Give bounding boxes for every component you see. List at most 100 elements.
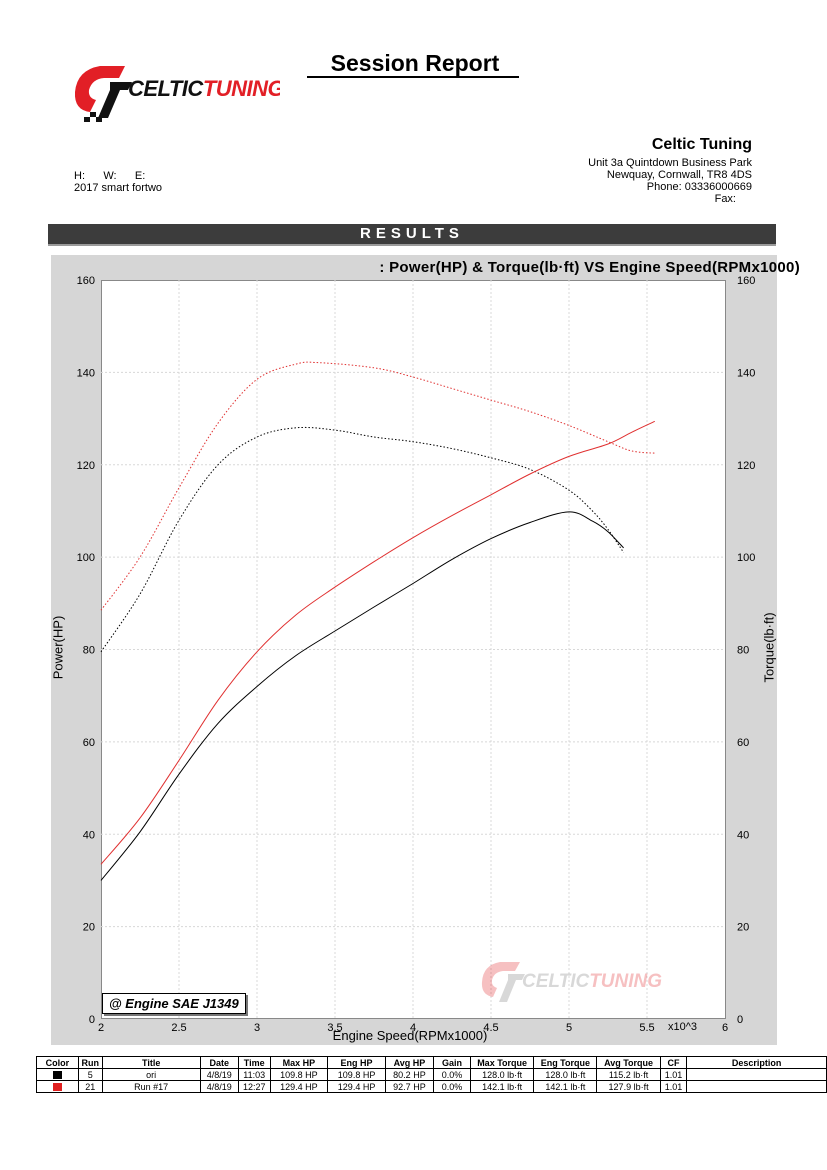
x-tick-label: 2 <box>98 1022 104 1034</box>
company-name: Celtic Tuning <box>651 136 752 153</box>
logo-wordmark: CELTICTUNING <box>128 76 280 101</box>
table-cell <box>686 1080 827 1093</box>
x-tick-label: 2.5 <box>171 1022 186 1034</box>
table-header-cell: Color <box>36 1056 79 1069</box>
table-header-cell: Description <box>686 1056 827 1069</box>
y-axis-label-left: Power(HP) <box>50 615 66 680</box>
y-tick-label-right: 80 <box>737 645 749 657</box>
y-tick-label-right: 60 <box>737 737 749 749</box>
table-cell: 1.01 <box>659 1068 688 1081</box>
logo-emblem-icon <box>74 66 132 122</box>
table-header-cell: Eng HP <box>327 1056 386 1069</box>
table-cell: 92.7 HP <box>384 1080 434 1093</box>
table-cell: 80.2 HP <box>384 1068 434 1081</box>
table-cell: 127.9 lb·ft <box>596 1080 661 1093</box>
company-address-line1: Unit 3a Quintdown Business Park <box>588 157 752 169</box>
y-tick-label-left: 140 <box>77 367 95 379</box>
table-cell: 5 <box>77 1068 103 1081</box>
series <box>100 361 656 881</box>
series-line-run-21-torque <box>100 361 655 611</box>
y-tick-label-left: 120 <box>77 460 95 472</box>
table-header-cell: Date <box>199 1056 239 1069</box>
y-axis-label-right: Torque(lb·ft) <box>761 612 777 683</box>
celtic-tuning-logo: CELTICTUNING <box>74 66 280 122</box>
table-cell: 142.1 lb·ft <box>533 1080 598 1093</box>
results-section-header: RESULTS <box>48 224 776 246</box>
series-line-run-21-power <box>100 420 656 865</box>
title-underline <box>307 76 519 78</box>
y-tick-label-right: 140 <box>737 367 755 379</box>
y-tick-label-right: 20 <box>737 922 749 934</box>
y-tick-label-right: 120 <box>737 460 755 472</box>
table-header-cell: Title <box>101 1056 201 1069</box>
table-cell: 129.4 HP <box>269 1080 329 1093</box>
grid <box>101 280 725 1019</box>
table-cell: 11:03 <box>237 1068 271 1081</box>
table-row: 21 Run #17 4/8/19 12:27 129.4 HP 129.4 HP 92.7… <box>36 1080 827 1093</box>
table-cell: 12:27 <box>237 1080 271 1093</box>
table-cell: ori <box>101 1068 201 1081</box>
chart-title: : Power(HP) & Torque(lb·ft) VS Engine Sp… <box>379 259 800 276</box>
table-header-cell: Gain <box>432 1056 471 1069</box>
x-tick-label: 3 <box>254 1022 260 1034</box>
y-tick-label-right: 100 <box>737 552 755 564</box>
run-color-swatch <box>52 1083 62 1092</box>
watermark-logo: CELTICTUNING <box>481 962 662 1002</box>
table-cell <box>686 1068 827 1081</box>
y-tick-label-left: 60 <box>83 737 95 749</box>
correction-standard-label: @ Engine SAE J1349 <box>102 993 246 1014</box>
table-row: 5 ori 4/8/19 11:03 109.8 HP 109.8 HP 80.2 HP 0.… <box>36 1068 827 1081</box>
run-color-swatch <box>52 1071 62 1080</box>
y-tick-label-left: 0 <box>89 1014 95 1026</box>
x-axis-label: Engine Speed(RPMx1000) <box>332 1028 488 1043</box>
table-header-cell: Max HP <box>269 1056 329 1069</box>
y-tick-label-left: 80 <box>83 645 95 657</box>
table-cell: 4/8/19 <box>199 1080 239 1093</box>
x-tick-label: 4.5 <box>483 1022 498 1034</box>
series-line-run-5-power <box>100 511 624 881</box>
report-title: Session Report <box>330 50 500 76</box>
y-tick-label-right: 160 <box>737 275 755 287</box>
table-cell: 128.0 lb·ft <box>469 1068 535 1081</box>
table-cell: 129.4 HP <box>327 1080 386 1093</box>
table-header-cell: Max Torque <box>469 1056 535 1069</box>
table-header-cell: Avg Torque <box>596 1056 661 1069</box>
series-line-run-5-torque <box>100 426 625 653</box>
y-tick-label-right: 0 <box>737 1014 743 1026</box>
table-cell: 109.8 HP <box>327 1068 386 1081</box>
x-tick-label: 3.5 <box>327 1022 342 1034</box>
runs-table: Color Run Title Date Time Max HP Eng HP Avg HP G… <box>36 1056 827 1093</box>
x-tick-label: 6 <box>722 1022 728 1034</box>
y-tick-label-left: 100 <box>77 552 95 564</box>
table-cell: 115.2 lb·ft <box>596 1068 661 1081</box>
table-cell: 0.0% <box>432 1080 471 1093</box>
table-cell: 109.8 HP <box>269 1068 329 1081</box>
table-header-cell: Eng Torque <box>533 1056 598 1069</box>
y-tick-label-left: 20 <box>83 922 95 934</box>
table-cell: 0.0% <box>432 1068 471 1081</box>
table-cell: Run #17 <box>101 1080 201 1093</box>
svg-text:CELTICTUNING: CELTICTUNING <box>522 971 662 992</box>
x-tick-label: 5.5 <box>639 1022 654 1034</box>
table-header-cell: CF <box>659 1056 688 1069</box>
table-cell: 1.01 <box>659 1080 688 1093</box>
x-tick-label: 4 <box>410 1022 416 1034</box>
y-tick-label-right: 40 <box>737 829 749 841</box>
run-color-cell <box>36 1080 79 1093</box>
x-axis-multiplier: x10^3 <box>668 1021 698 1033</box>
table-header-row: Color Run Title Date Time Max HP Eng HP Avg HP G… <box>36 1056 827 1069</box>
y-tick-label-left: 40 <box>83 829 95 841</box>
table-cell: 128.0 lb·ft <box>533 1068 598 1081</box>
table-cell: 142.1 lb·ft <box>469 1080 535 1093</box>
table-cell: 21 <box>77 1080 103 1093</box>
company-fax: Fax: <box>714 193 736 205</box>
hwe-line: H: W: E: <box>74 170 146 182</box>
company-phone: Phone: 03336000669 <box>646 181 752 193</box>
y-tick-label-left: 160 <box>77 275 95 287</box>
vehicle-name: 2017 smart fortwo <box>74 182 163 194</box>
table-header-cell: Time <box>237 1056 271 1069</box>
x-tick-label: 5 <box>566 1022 572 1034</box>
run-color-cell <box>36 1068 79 1081</box>
